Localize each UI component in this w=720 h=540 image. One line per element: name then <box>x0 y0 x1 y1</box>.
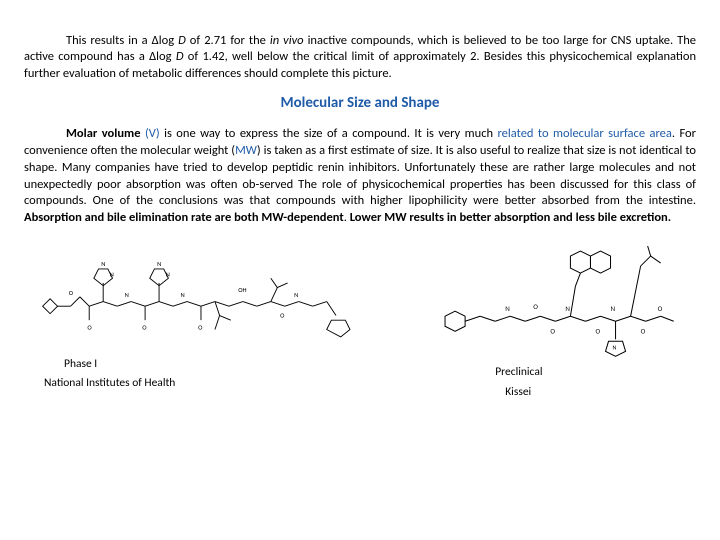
svg-text:N: N <box>110 271 114 279</box>
svg-text:O: O <box>87 324 92 332</box>
p1-text-b: of 2.71 for the <box>186 33 270 48</box>
svg-text:N: N <box>180 291 184 299</box>
svg-text:N: N <box>505 304 510 313</box>
structure-left-col: O O N N N O N N N <box>24 241 415 400</box>
svg-text:O: O <box>534 302 539 311</box>
caption-row-right2: Kissei <box>435 385 696 401</box>
caption-nih: National Institutes of Health <box>34 376 185 392</box>
caption-row-left2: National Institutes of Health <box>24 376 415 392</box>
p1-D: D <box>178 33 186 48</box>
caption-row-left: Phase I <box>24 357 415 373</box>
structures-row: O O N N N O N N N <box>24 241 696 400</box>
p2-t1: is one way to express the size of a comp… <box>160 126 498 141</box>
svg-text:O: O <box>551 326 556 335</box>
svg-text:N: N <box>101 260 105 268</box>
p2-mw: MW <box>235 143 257 158</box>
svg-text:O: O <box>198 324 203 332</box>
svg-text:N: N <box>613 343 617 351</box>
p2-v: (V) <box>145 126 160 141</box>
p2-bold3: Lower MW results in better absorption an… <box>350 210 671 225</box>
svg-text:N: N <box>157 260 161 268</box>
svg-text:OH: OH <box>238 286 246 294</box>
svg-text:O: O <box>596 326 601 335</box>
p1-D2: D <box>176 49 184 64</box>
p2-bold1: Molar volume <box>66 126 145 141</box>
svg-text:N: N <box>566 304 571 313</box>
svg-text:O: O <box>142 324 147 332</box>
svg-text:N: N <box>294 291 298 299</box>
paragraph-1: This results in a Δlog D of 2.71 for the… <box>24 33 696 84</box>
svg-text:N: N <box>611 304 616 313</box>
p2-bold2: Absorption and bile elimination rate are… <box>24 210 344 225</box>
svg-text:O: O <box>641 326 646 335</box>
p1-invivo: in vivo <box>270 33 304 48</box>
svg-text:O: O <box>658 304 663 313</box>
caption-preclinical: Preclinical <box>485 365 552 381</box>
paragraph-2: Molar volume (V) is one way to express t… <box>24 126 696 227</box>
caption-phase: Phase I <box>54 357 107 373</box>
structure-right-col: N O O N O N N O <box>435 241 696 400</box>
caption-kissei: Kissei <box>495 385 541 401</box>
section-title: Molecular Size and Shape <box>24 93 696 113</box>
p2-link1: related to molecular surface area <box>497 126 671 141</box>
structure-right-svg: N O O N O N N O <box>435 241 696 361</box>
caption-row-right: Preclinical <box>435 365 696 381</box>
svg-text:N: N <box>125 291 129 299</box>
structure-left-svg: O O N N N O N N N <box>24 241 415 353</box>
p1-text-a: This results in a Δlog <box>66 33 178 48</box>
svg-text:O: O <box>69 289 74 297</box>
svg-text:N: N <box>166 271 170 279</box>
svg-text:O: O <box>280 311 285 319</box>
